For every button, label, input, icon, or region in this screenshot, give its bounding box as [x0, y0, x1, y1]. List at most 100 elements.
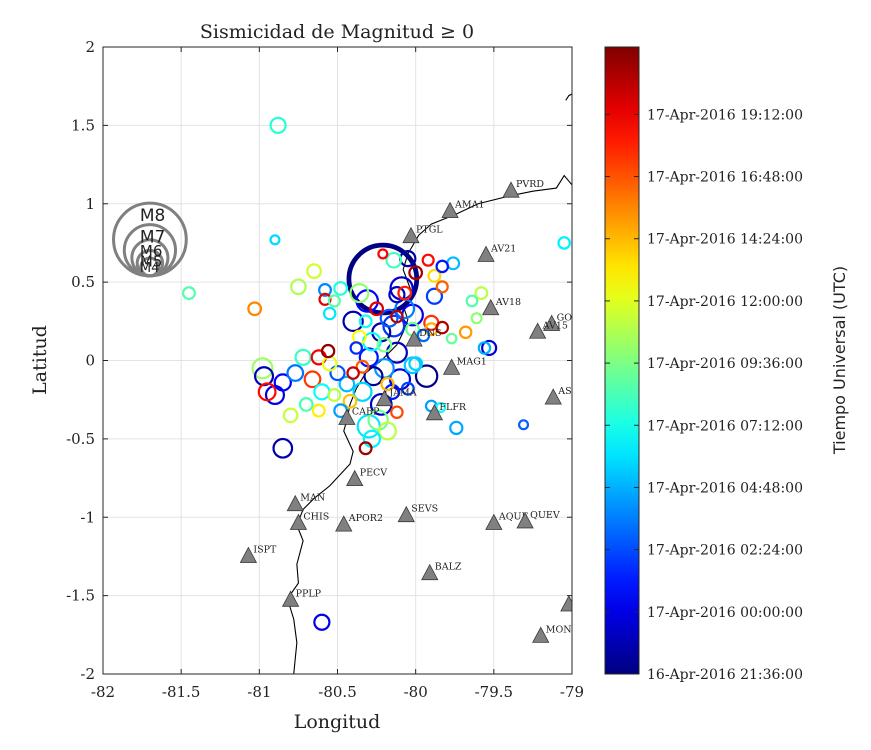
earthquake-event: [338, 375, 356, 393]
earthquake-event: [318, 292, 332, 306]
x-tick-label: -79: [560, 683, 584, 701]
y-tick-label: 1.5: [71, 116, 95, 134]
earthquake-event: [313, 613, 331, 631]
station-label: DNS: [419, 328, 441, 339]
earthquake-event: [322, 306, 337, 321]
earthquake-event: [327, 388, 342, 402]
station-marker: [516, 512, 534, 529]
station-marker: [335, 515, 353, 532]
station-label: QUEV: [530, 510, 560, 521]
colorbar-title: Tiempo Universal (UTC): [830, 266, 849, 455]
earthquake-event: [282, 407, 299, 424]
colorbar-tick-label: 17-Apr-2016 02:24:00: [647, 543, 803, 559]
station-label: CABP: [352, 406, 380, 417]
station-label: AV21: [490, 243, 516, 254]
earthquake-event: [416, 328, 431, 343]
coastline-fragment: [565, 93, 572, 101]
station-marker: [442, 358, 461, 375]
y-tick-label: 2: [85, 38, 95, 56]
earthquake-event: [421, 253, 435, 267]
y-tick-label: -1: [80, 508, 95, 526]
magnitude-legend-label: M8: [140, 206, 165, 226]
earthquake-event: [385, 341, 408, 364]
station-marker: [425, 403, 444, 421]
earthquake-event: [311, 403, 326, 418]
colorbar-gradient: [604, 46, 640, 675]
earthquake-event: [358, 441, 373, 456]
earthquake-event: [247, 301, 263, 317]
station-marker: [375, 389, 394, 407]
magnitude-legend-label: M4: [140, 261, 160, 276]
station-marker: [405, 330, 423, 347]
station-label: CHIS: [303, 512, 329, 523]
station-label: MAG1: [457, 356, 487, 367]
earthquake-event: [397, 285, 413, 301]
earthquake-event: [474, 286, 489, 301]
earthquake-event: [465, 294, 479, 308]
colorbar-tick-label: 17-Apr-2016 07:12:00: [647, 418, 803, 434]
earthquake-event: [390, 309, 404, 324]
station-marker: [421, 563, 439, 581]
earthquake-event: [342, 310, 364, 333]
y-tick-label: 0: [85, 352, 95, 370]
station-label: AQUE: [498, 512, 529, 523]
earthquake-event: [382, 314, 406, 338]
earthquake-event: [435, 280, 449, 294]
earthquake-event: [408, 265, 424, 281]
earthquake-event: [346, 366, 360, 380]
earthquake-event: [349, 341, 364, 355]
earthquake-event: [477, 341, 492, 355]
station-marker: [397, 505, 415, 523]
earthquake-event: [427, 268, 442, 283]
station-label: PVRD: [516, 179, 544, 190]
station-marker: [485, 513, 503, 530]
x-tick-label: -80: [404, 683, 428, 701]
earthquake-event: [380, 376, 395, 392]
earthquake-event: [318, 282, 332, 297]
magnitude-legend-label: M7: [140, 228, 165, 248]
earthquake-event: [342, 393, 358, 409]
station-label: FLFR: [439, 402, 466, 413]
y-tick-label: -1.5: [66, 587, 95, 605]
earthquake-event: [390, 405, 404, 419]
colorbar-tick-label: 17-Apr-2016 09:36:00: [647, 356, 803, 372]
x-tick-label: -79.5: [475, 683, 513, 701]
station-marker: [502, 181, 520, 198]
earthquake-event: [182, 286, 196, 301]
station-label: AGUR: [573, 593, 604, 604]
station-label: JAMA: [388, 388, 416, 399]
earthquake-event: [400, 381, 415, 396]
station-label: PECV: [360, 468, 388, 479]
station-label: APOR2: [348, 513, 383, 524]
colorbar-tick-label: 17-Apr-2016 14:24:00: [647, 232, 803, 248]
station-marker: [543, 314, 561, 331]
colorbar-tick-label: 17-Apr-2016 04:48:00: [647, 480, 803, 496]
x-tick-label: -81.5: [162, 683, 200, 701]
earthquake-events: [182, 116, 571, 631]
earthquake-event: [303, 370, 322, 389]
colorbar-ticks: 16-Apr-2016 21:36:00 17-Apr-2016 00:00:00…: [605, 107, 803, 683]
station-marker: [532, 626, 550, 643]
earthquake-event: [269, 234, 281, 246]
x-tick-label: -80.5: [318, 683, 356, 701]
earthquake-event: [329, 364, 346, 382]
y-tick-label: -2: [80, 665, 95, 683]
colorbar-tick-label: 17-Apr-2016 16:48:00: [647, 170, 803, 186]
earthquake-event: [306, 263, 322, 280]
earthquake-event: [349, 283, 370, 304]
y-tick-label: -0.5: [66, 430, 95, 448]
colorbar: 16-Apr-2016 21:36:00 17-Apr-2016 00:00:00…: [604, 46, 849, 683]
earthquake-event: [435, 320, 450, 335]
station-label: GOLV: [557, 312, 585, 323]
earthquake-event: [333, 280, 349, 296]
station-marker: [239, 546, 258, 563]
earthquake-event: [269, 116, 287, 134]
station-label: AV18: [495, 297, 521, 308]
colorbar-tick-label: 17-Apr-2016 00:00:00: [647, 605, 803, 621]
station-label: ASDO: [557, 386, 587, 397]
station-marker: [544, 388, 562, 405]
earthquake-event: [408, 356, 424, 372]
earthquake-event: [286, 364, 305, 382]
